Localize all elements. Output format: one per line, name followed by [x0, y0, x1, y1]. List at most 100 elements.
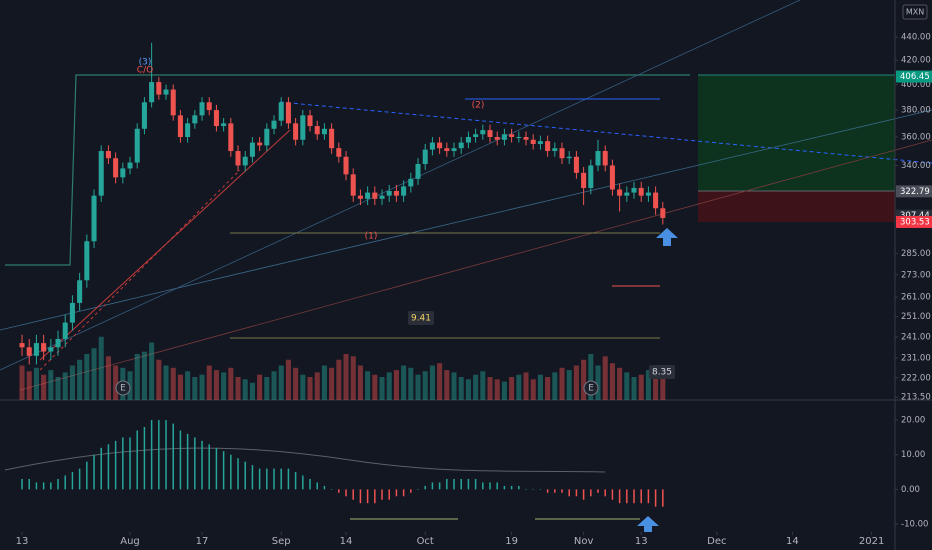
oscillator-bar: [266, 468, 268, 490]
candle-body: [645, 192, 651, 196]
oscillator-bar: [273, 468, 275, 490]
volume-bar: [19, 365, 25, 400]
oscillator-bar: [633, 489, 635, 504]
y-tick-label: -10.00: [901, 520, 928, 530]
candle-body: [365, 192, 371, 199]
candle-body: [177, 115, 183, 138]
candle-body: [48, 347, 54, 352]
currency[interactable]: MXN: [906, 8, 924, 17]
candle-body: [206, 102, 212, 111]
oscillator-bar: [525, 489, 527, 490]
oscillator-bar: [532, 489, 534, 490]
candle-body: [437, 142, 443, 149]
oscillator-bar: [582, 489, 585, 500]
candle-body: [33, 343, 39, 356]
oscillator-bar: [647, 489, 650, 504]
oscillator-bar: [21, 478, 23, 490]
oscillator-bar: [237, 458, 239, 490]
candle-body: [609, 165, 615, 190]
oscillator-bar: [474, 478, 477, 490]
oscillator-bar: [143, 427, 146, 490]
oscillator-bar: [71, 472, 74, 490]
wave-label: (1): [365, 232, 378, 242]
oscillator-bar: [554, 489, 556, 493]
candle-body: [573, 156, 579, 173]
volume-bar: [422, 371, 428, 400]
x-tick-label: Aug: [120, 536, 140, 547]
oscillator-bar: [251, 465, 254, 490]
oscillator-bar: [618, 489, 621, 504]
candle-body: [257, 142, 263, 146]
candle-body: [77, 280, 83, 303]
volume-bar: [307, 377, 313, 400]
volume-bar: [285, 359, 291, 400]
candle-body: [271, 120, 277, 129]
oscillator-bar: [395, 489, 398, 497]
candle-body: [134, 128, 140, 163]
arrow-icon: [637, 516, 659, 532]
candle-body: [278, 102, 284, 121]
oscillator-bar: [654, 489, 657, 507]
candle-body: [545, 141, 551, 152]
volume-bar: [141, 351, 147, 400]
candle-body: [422, 149, 428, 165]
candle-body: [55, 338, 61, 348]
volume-bar: [487, 377, 493, 400]
candle-body: [105, 151, 111, 159]
y-tick-label: 231.00: [901, 353, 931, 363]
oscillator-bar: [388, 489, 390, 500]
oscillator-bar: [35, 482, 38, 490]
oscillator-bar: [568, 489, 570, 497]
oscillator-bar: [136, 430, 138, 490]
volume-bar: [170, 367, 176, 400]
volume-bar: [213, 370, 219, 400]
volume-bar: [177, 374, 183, 400]
annotations: (3) C/O (2) (1) 9.41 8.35 E E MXN: [115, 4, 928, 532]
currency-box[interactable]: [902, 4, 928, 20]
candle-body: [509, 134, 515, 138]
oscillator-bar: [424, 485, 426, 490]
oscillator-bar: [446, 478, 448, 490]
volume-bar: [314, 372, 320, 400]
volume-bar: [473, 374, 479, 400]
earnings-marker[interactable]: [115, 380, 131, 396]
oscillator-bar: [57, 478, 59, 490]
earnings-marker[interactable]: [583, 380, 599, 396]
volume-bar: [206, 365, 212, 400]
x-tick-label: Sep: [272, 536, 291, 547]
earnings-label[interactable]: E: [588, 384, 594, 394]
y-tick-label: 285.00: [901, 249, 931, 259]
volume-bar: [501, 381, 507, 400]
volume-bar: [609, 363, 615, 400]
volume-bar: [523, 372, 529, 400]
oscillator-bar: [100, 447, 102, 490]
y-tick-label: 0.00: [901, 485, 920, 495]
candle-body: [530, 139, 536, 144]
candle-body: [602, 151, 608, 166]
volume-bar: [199, 374, 205, 400]
wave-label: (2): [472, 101, 485, 111]
volume-bar: [33, 367, 39, 400]
volume-bar: [530, 379, 536, 400]
volume-bar: [581, 359, 587, 400]
earnings-label[interactable]: E: [120, 384, 126, 394]
candle-body: [386, 191, 392, 196]
oscillator-bar: [186, 433, 189, 490]
oscillator-bar: [28, 478, 30, 490]
volume-bar: [631, 377, 637, 400]
oscillator-bar: [244, 461, 246, 490]
candle-body: [113, 158, 119, 178]
candle-body: [552, 148, 558, 152]
volume-bar: [595, 365, 601, 400]
oscillator-bar: [93, 454, 95, 490]
oscillator-bar: [208, 444, 210, 490]
volume-bar: [257, 374, 263, 400]
oscillator-bar: [510, 485, 513, 490]
oscillator-bar: [215, 447, 218, 490]
trendline: [0, 109, 932, 331]
oscillator-bar: [366, 489, 369, 504]
candle-body: [41, 343, 47, 352]
oscillator-bar: [50, 482, 52, 490]
candle-body: [127, 162, 133, 169]
oscillator-bar: [561, 489, 563, 493]
